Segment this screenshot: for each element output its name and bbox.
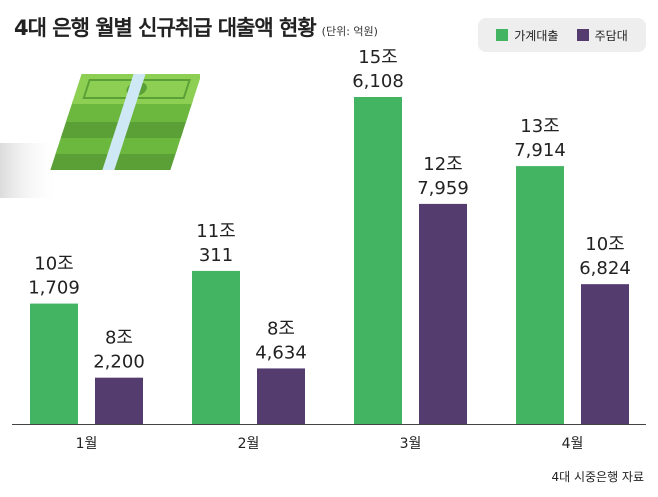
data-label-line1: 10조 <box>34 254 73 275</box>
x-tick-label: 4월 <box>562 436 584 452</box>
data-label-line2: 1,709 <box>28 278 80 299</box>
bar-household-4 <box>516 166 564 424</box>
x-tick-label: 2월 <box>238 436 260 452</box>
data-label-line2: 7,959 <box>417 178 469 199</box>
data-label-line2: 6,108 <box>352 71 404 92</box>
x-tick-label: 1월 <box>76 436 98 452</box>
legend-item-household: 가계대출 <box>496 27 558 44</box>
legend: 가계대출 주담대 <box>478 18 646 52</box>
data-label-line2: 311 <box>199 245 233 266</box>
legend-label-household: 가계대출 <box>514 28 559 43</box>
unit-label: (단위: 억원) <box>321 25 378 38</box>
data-label-line2: 4,634 <box>255 342 307 363</box>
data-label-line2: 6,824 <box>579 258 631 279</box>
data-label-line1: 10조 <box>585 234 624 255</box>
bar-mortgage-4 <box>581 284 629 424</box>
data-label-line1: 11조 <box>196 221 235 242</box>
data-label-line2: 2,200 <box>93 352 145 373</box>
bar-mortgage-3 <box>419 203 467 424</box>
legend-label-mortgage: 주담대 <box>594 28 628 43</box>
data-label-line1: 8조 <box>105 328 133 349</box>
bar-household-1 <box>30 303 78 424</box>
data-label-line1: 13조 <box>520 116 559 137</box>
x-tick-label: 3월 <box>400 436 422 452</box>
legend-swatch-mortgage <box>576 29 589 41</box>
legend-swatch-household <box>496 29 509 41</box>
bar-mortgage-1 <box>95 377 143 424</box>
data-label-line1: 15조 <box>358 47 397 68</box>
title-text: 4대 은행 월별 신규취급 대출액 현황 <box>14 16 317 40</box>
data-label-line1: 12조 <box>423 154 462 175</box>
bar-mortgage-2 <box>257 368 305 424</box>
data-label-line2: 7,914 <box>514 140 566 161</box>
data-label-line1: 8조 <box>267 318 295 339</box>
bar-household-2 <box>192 270 240 424</box>
chart-title: 4대 은행 월별 신규취급 대출액 현황 (단위: 억원) <box>14 12 378 42</box>
money-stack-icon <box>0 74 200 198</box>
bar-household-3 <box>354 97 402 424</box>
source-note: 4대 시중은행 자료 <box>551 470 644 484</box>
legend-item-mortgage: 주담대 <box>576 27 628 44</box>
